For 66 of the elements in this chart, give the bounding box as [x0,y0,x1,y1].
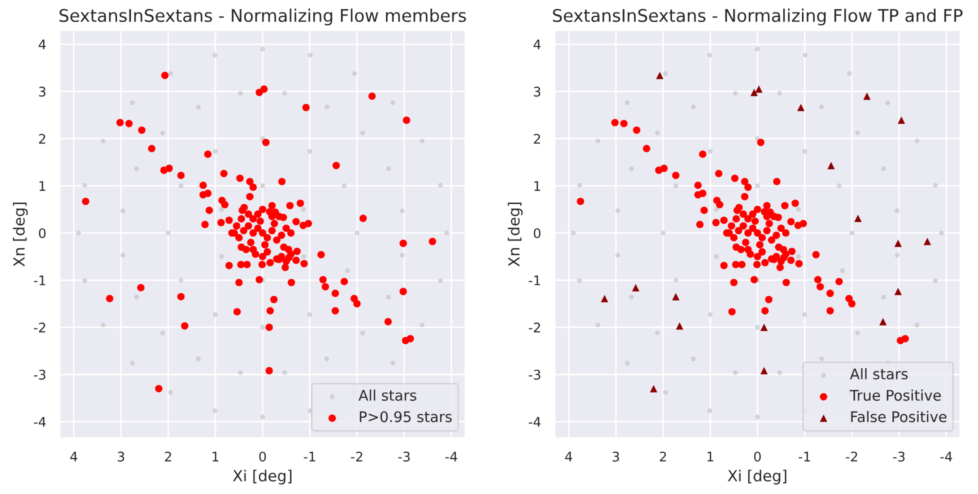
x-tick-label: 1 [708,452,714,462]
y-tick-label: 0 [534,228,540,238]
x-tick-label: 2 [660,452,666,462]
point [894,288,902,296]
x-tick-label: 4 [70,452,78,462]
chart-title: SextansInSextans - Normalizing Flow TP and FP [552,8,962,26]
x-tick-label: 0 [754,452,761,462]
x-tick-label: -4 [940,452,952,462]
y-tick-label: -1 [34,276,46,286]
point [863,92,871,100]
legend-label: True Positive [850,390,941,401]
y-axis-title: Xn [deg] [12,202,28,267]
y-tick-label: -3 [34,370,46,380]
x-tick-label: 3 [118,452,124,462]
point [827,162,835,170]
x-tick-label: -2 [351,452,362,462]
x-tick-label: 0 [259,452,266,462]
legend-label: All stars [358,390,416,401]
point [632,284,640,292]
x-tick-label: -1 [304,452,316,462]
point [898,116,906,124]
point [760,367,768,374]
y-tick-label: 2 [534,134,540,144]
x-axis-title: Xi [deg] [728,470,786,484]
y-tick-label: 3 [534,86,540,97]
y-tick-label: 2 [39,134,46,144]
point [924,238,932,246]
x-tick-label: -2 [846,452,858,462]
point [600,294,608,302]
legend-label: P>0.95 stars [360,411,452,422]
x-axis-title: Xi [deg] [232,470,292,484]
point [650,384,658,392]
point [750,88,758,96]
point [854,214,862,222]
x-tick-label: -1 [798,452,810,462]
y-tick-label: -3 [528,370,540,380]
point [755,85,763,93]
x-tick-label: -3 [893,452,905,462]
x-tick-label: 1 [212,452,218,462]
y-tick-label: 4 [38,40,46,50]
y-tick-label: 1 [40,181,46,191]
x-tick-label: 4 [565,452,572,462]
point [672,292,680,300]
y-tick-label: 3 [39,86,46,97]
point [760,324,768,331]
y-axis-title: Xn [deg] [508,202,523,267]
y-tick-label: 4 [534,40,541,50]
x-tick-label: -4 [445,452,458,462]
y-tick-label: -4 [528,417,541,427]
point [656,72,664,80]
y-tick-label: -1 [528,276,540,286]
point [797,104,805,112]
legend-label: False Positive [851,410,946,422]
y-tick-label: 0 [38,228,46,238]
y-tick-label: -4 [34,417,46,427]
y-tick-label: -2 [528,322,540,332]
y-tick-label: -2 [34,322,46,332]
point [894,240,902,248]
point [676,322,684,330]
chart-title: SextansInSextans - Normalizing Flow members [60,8,466,26]
x-tick-label: 2 [164,452,172,462]
x-tick-label: -3 [398,452,410,462]
point [879,318,887,326]
legend-label: All stars [850,368,908,380]
x-tick-label: 3 [612,452,620,462]
y-tick-label: 1 [534,181,540,191]
